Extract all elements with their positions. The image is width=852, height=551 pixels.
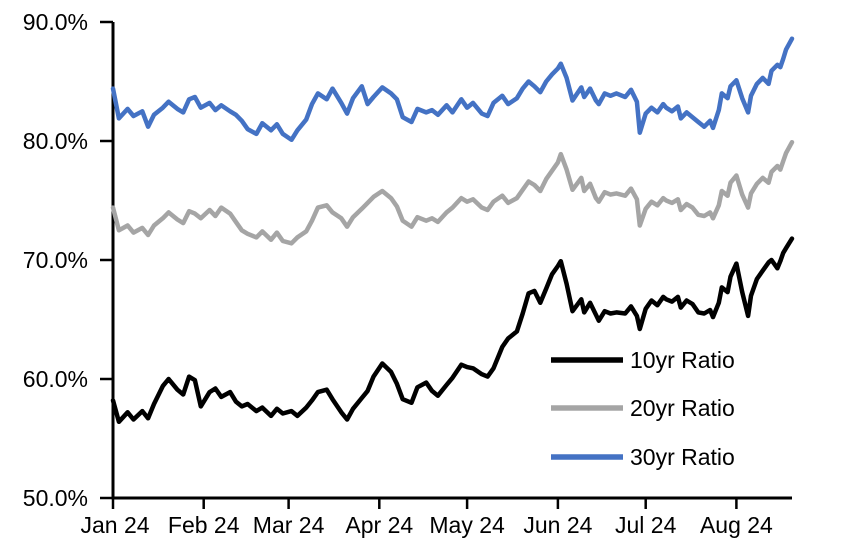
x-tick-label: Jun 24 bbox=[523, 512, 592, 538]
series-line-10yr-ratio bbox=[110, 236, 795, 425]
x-axis-ticks bbox=[111, 498, 738, 509]
x-tick-label: Jan 24 bbox=[80, 512, 149, 538]
chart-legend: 10yr Ratio 20yr Ratio 30yr Ratio bbox=[551, 347, 735, 470]
series-line-20yr-ratio bbox=[110, 139, 795, 246]
y-tick-label: 80.0% bbox=[23, 128, 88, 154]
x-tick-label: Apr 24 bbox=[345, 512, 413, 538]
axis-lines bbox=[111, 22, 792, 500]
x-tick-label: Aug 24 bbox=[700, 512, 773, 538]
series-layer bbox=[110, 36, 795, 425]
x-tick-label: Jul 24 bbox=[615, 512, 677, 538]
x-tick-label: Feb 24 bbox=[168, 512, 240, 538]
legend-label-30yr: 30yr Ratio bbox=[630, 444, 735, 470]
x-axis-labels: Jan 24 Feb 24 Mar 24 Apr 24 May 24 Jun 2… bbox=[80, 512, 773, 538]
y-tick-label: 70.0% bbox=[23, 247, 88, 273]
y-axis-ticks bbox=[100, 20, 113, 500]
x-tick-label: May 24 bbox=[429, 512, 505, 538]
x-tick-label: Mar 24 bbox=[253, 512, 325, 538]
y-axis-labels: 90.0% 80.0% 70.0% 60.0% 50.0% bbox=[23, 9, 88, 511]
y-tick-label: 50.0% bbox=[23, 485, 88, 511]
y-tick-label: 90.0% bbox=[23, 9, 88, 35]
legend-label-20yr: 20yr Ratio bbox=[630, 395, 735, 421]
y-tick-label: 60.0% bbox=[23, 366, 88, 392]
series-line-30yr-ratio bbox=[110, 36, 795, 143]
legend-label-10yr: 10yr Ratio bbox=[630, 347, 735, 373]
